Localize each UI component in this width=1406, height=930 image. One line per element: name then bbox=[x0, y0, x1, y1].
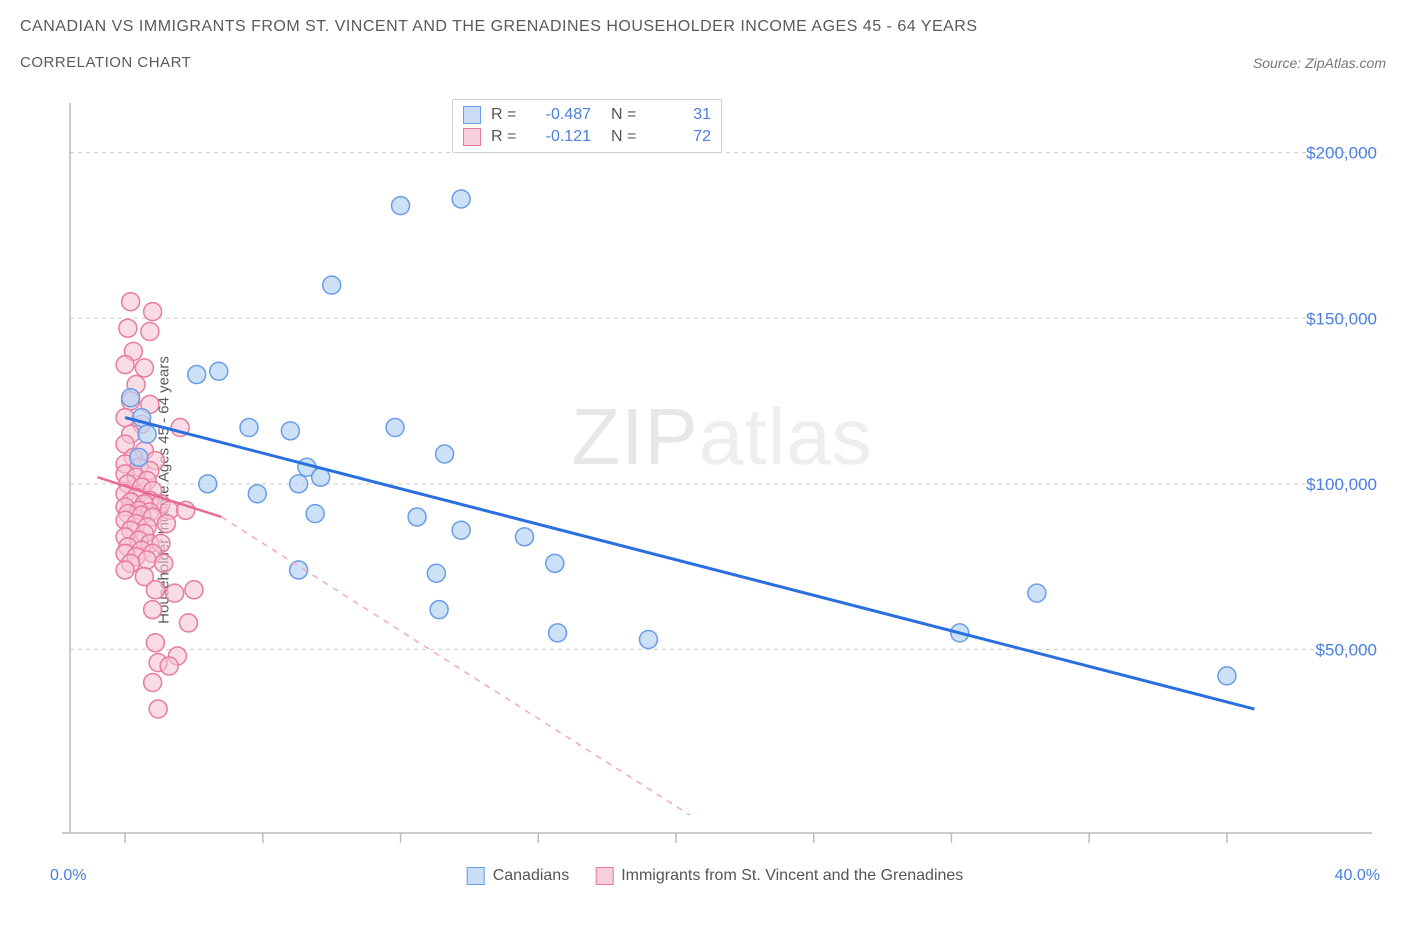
plot-area: ZIPatlas R = -0.487 N = 31 R = -0.121 N … bbox=[62, 95, 1382, 855]
legend-n-value-blue: 31 bbox=[651, 104, 711, 126]
legend-swatch-blue bbox=[463, 106, 481, 124]
legend-swatch-pink bbox=[463, 128, 481, 146]
legend-item-immigrants: Immigrants from St. Vincent and the Gren… bbox=[595, 867, 963, 885]
legend-row-canadians: R = -0.487 N = 31 bbox=[463, 104, 711, 126]
legend-swatch-blue-icon bbox=[467, 867, 485, 885]
chart-title: CANADIAN VS IMMIGRANTS FROM ST. VINCENT … bbox=[20, 18, 1386, 36]
header-block: CANADIAN VS IMMIGRANTS FROM ST. VINCENT … bbox=[0, 0, 1406, 71]
x-tick-right: 40.0% bbox=[1335, 867, 1380, 885]
legend-n-label: N = bbox=[611, 104, 641, 126]
chart-subtitle: CORRELATION CHART bbox=[20, 54, 191, 71]
legend-row-immigrants: R = -0.121 N = 72 bbox=[463, 126, 711, 148]
legend-swatch-pink-icon bbox=[595, 867, 613, 885]
svg-text:$100,000: $100,000 bbox=[1306, 475, 1377, 494]
legend-correlation: R = -0.487 N = 31 R = -0.121 N = 72 bbox=[452, 99, 722, 153]
chart-container: Householder Income Ages 45 - 64 years ZI… bbox=[40, 95, 1390, 885]
legend-r-value-pink: -0.121 bbox=[531, 126, 591, 148]
legend-n-value-pink: 72 bbox=[651, 126, 711, 148]
legend-label-immigrants: Immigrants from St. Vincent and the Gren… bbox=[621, 867, 963, 885]
legend-r-label: R = bbox=[491, 104, 521, 126]
legend-item-canadians: Canadians bbox=[467, 867, 570, 885]
legend-label-canadians: Canadians bbox=[493, 867, 570, 885]
source-credit: Source: ZipAtlas.com bbox=[1253, 55, 1386, 71]
x-tick-left: 0.0% bbox=[50, 867, 86, 885]
legend-n-label: N = bbox=[611, 126, 641, 148]
legend-bottom-bar: 0.0% Canadians Immigrants from St. Vince… bbox=[40, 867, 1390, 885]
plot-svg: $50,000 $100,000 $150,000 $200,000 bbox=[62, 95, 1382, 855]
legend-r-value-blue: -0.487 bbox=[531, 104, 591, 126]
legend-r-label: R = bbox=[491, 126, 521, 148]
svg-text:$50,000: $50,000 bbox=[1316, 640, 1377, 659]
svg-text:$150,000: $150,000 bbox=[1306, 309, 1377, 328]
svg-text:$200,000: $200,000 bbox=[1306, 144, 1377, 163]
